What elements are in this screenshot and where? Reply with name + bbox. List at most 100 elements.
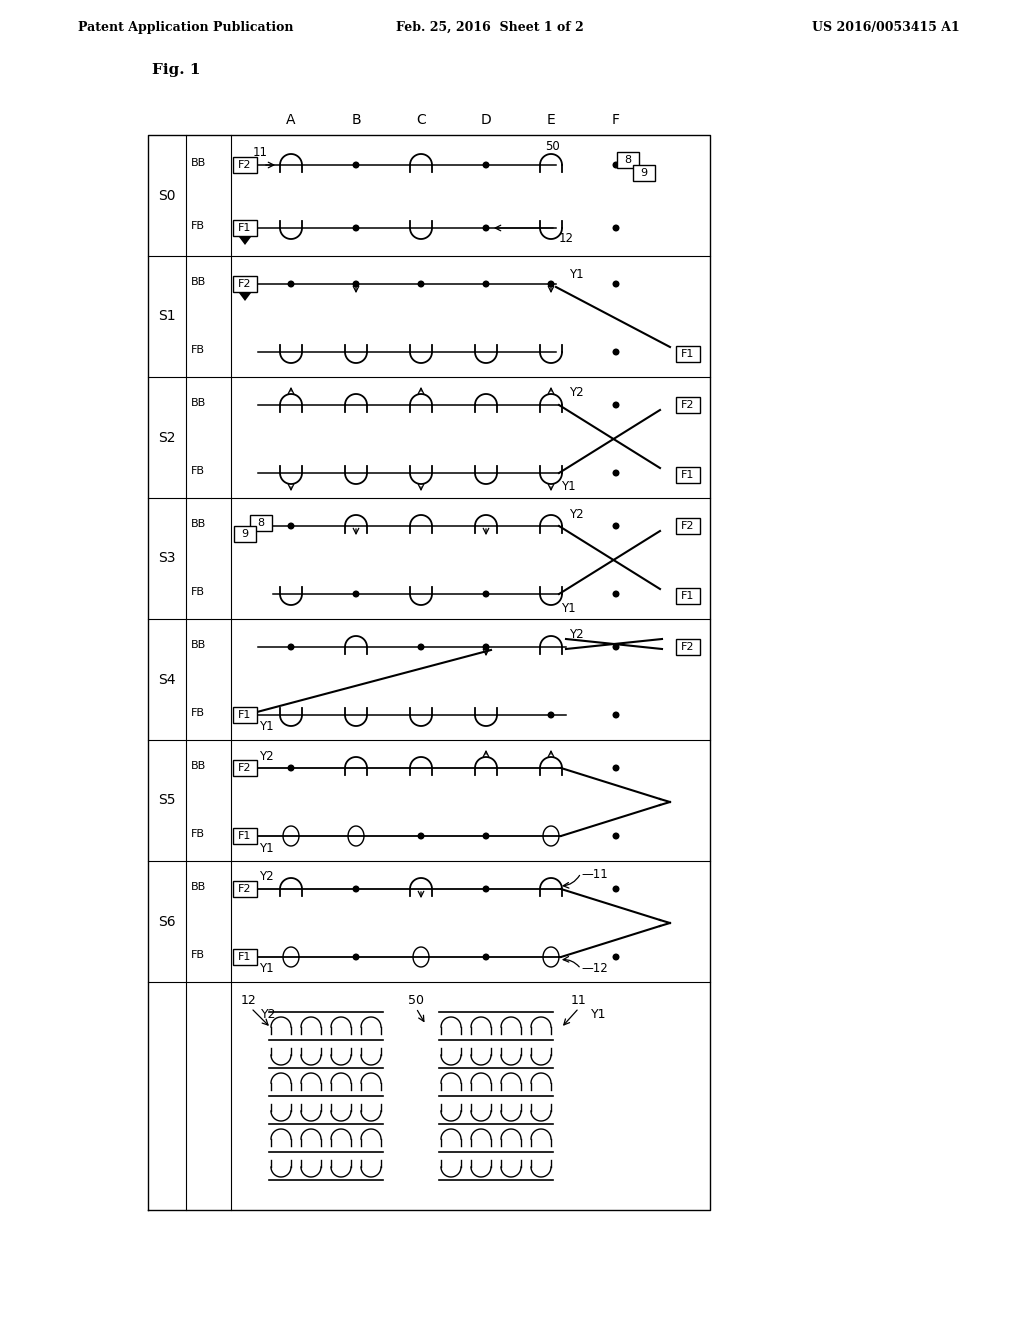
Text: 8: 8 xyxy=(625,154,632,165)
Circle shape xyxy=(418,833,424,838)
Text: Y1: Y1 xyxy=(259,842,273,854)
Text: S0: S0 xyxy=(159,189,176,202)
Text: —12: —12 xyxy=(581,962,608,975)
Text: —11: —11 xyxy=(581,867,608,880)
Text: BB: BB xyxy=(191,640,206,649)
Text: Y2: Y2 xyxy=(569,387,584,400)
Text: Fig. 1: Fig. 1 xyxy=(152,63,201,77)
Circle shape xyxy=(483,591,488,597)
Text: 9: 9 xyxy=(242,529,249,539)
Circle shape xyxy=(288,281,294,286)
Bar xyxy=(233,708,257,723)
Text: F2: F2 xyxy=(681,400,694,411)
Text: Y1: Y1 xyxy=(561,480,575,494)
Text: 9: 9 xyxy=(640,168,647,178)
Text: BB: BB xyxy=(191,158,206,168)
Circle shape xyxy=(353,162,358,168)
Text: S5: S5 xyxy=(159,793,176,808)
Bar xyxy=(676,587,700,605)
Text: 11: 11 xyxy=(253,145,268,158)
Bar xyxy=(617,152,639,168)
Circle shape xyxy=(613,766,618,771)
Text: F2: F2 xyxy=(681,521,694,531)
Text: Feb. 25, 2016  Sheet 1 of 2: Feb. 25, 2016 Sheet 1 of 2 xyxy=(396,21,584,33)
Circle shape xyxy=(483,886,488,892)
Circle shape xyxy=(613,591,618,597)
Text: BB: BB xyxy=(191,519,206,529)
Text: FB: FB xyxy=(191,829,205,840)
Text: FB: FB xyxy=(191,220,205,231)
Circle shape xyxy=(548,281,554,286)
Text: E: E xyxy=(547,114,555,127)
Circle shape xyxy=(613,281,618,286)
Circle shape xyxy=(613,403,618,408)
Text: F2: F2 xyxy=(239,160,252,170)
Text: F2: F2 xyxy=(239,763,252,774)
Circle shape xyxy=(353,954,358,960)
Text: 12: 12 xyxy=(241,994,257,1006)
Bar xyxy=(234,525,256,543)
Bar xyxy=(233,157,257,173)
Circle shape xyxy=(353,886,358,892)
Circle shape xyxy=(613,350,618,355)
Text: F2: F2 xyxy=(239,279,252,289)
Text: Y1: Y1 xyxy=(569,268,584,281)
Circle shape xyxy=(613,886,618,892)
Bar xyxy=(233,220,257,236)
Circle shape xyxy=(613,226,618,231)
Text: FB: FB xyxy=(191,587,205,597)
Circle shape xyxy=(353,226,358,231)
Text: S3: S3 xyxy=(159,552,176,565)
Text: F1: F1 xyxy=(239,832,252,841)
Text: F1: F1 xyxy=(681,348,694,359)
Text: S1: S1 xyxy=(158,309,176,323)
Text: Y2: Y2 xyxy=(259,750,273,763)
Bar xyxy=(233,760,257,776)
Text: F2: F2 xyxy=(239,884,252,894)
Text: D: D xyxy=(480,114,492,127)
Text: C: C xyxy=(416,114,426,127)
Bar xyxy=(676,639,700,655)
Text: Y2: Y2 xyxy=(259,870,273,883)
Polygon shape xyxy=(239,238,251,246)
Text: A: A xyxy=(287,114,296,127)
Text: F: F xyxy=(612,114,620,127)
Circle shape xyxy=(288,766,294,771)
Text: Y1: Y1 xyxy=(561,602,575,615)
Text: F1: F1 xyxy=(239,952,252,962)
Text: BB: BB xyxy=(191,399,206,408)
Text: 8: 8 xyxy=(257,517,264,528)
Bar xyxy=(676,346,700,362)
Text: F1: F1 xyxy=(681,591,694,601)
Circle shape xyxy=(483,281,488,286)
Text: BB: BB xyxy=(191,277,206,286)
Text: 50: 50 xyxy=(408,994,424,1006)
Text: F1: F1 xyxy=(239,710,252,719)
Text: FB: FB xyxy=(191,466,205,477)
Bar xyxy=(250,515,272,531)
Text: B: B xyxy=(351,114,360,127)
Circle shape xyxy=(483,954,488,960)
Text: Y1: Y1 xyxy=(259,721,273,734)
Bar xyxy=(676,467,700,483)
Bar xyxy=(633,165,655,181)
Circle shape xyxy=(613,162,618,168)
Text: 11: 11 xyxy=(571,994,587,1006)
Text: 12: 12 xyxy=(559,231,574,244)
Circle shape xyxy=(288,523,294,529)
Text: Y2: Y2 xyxy=(569,507,584,520)
Bar xyxy=(676,397,700,413)
Text: S4: S4 xyxy=(159,672,176,686)
Text: F2: F2 xyxy=(681,642,694,652)
Text: BB: BB xyxy=(191,882,206,892)
Bar xyxy=(233,880,257,898)
Text: Y2: Y2 xyxy=(261,1008,276,1022)
Circle shape xyxy=(483,644,488,649)
Text: S2: S2 xyxy=(159,430,176,445)
Text: Y2: Y2 xyxy=(569,628,584,642)
Circle shape xyxy=(548,713,554,718)
Circle shape xyxy=(418,644,424,649)
Bar xyxy=(233,276,257,292)
Text: FB: FB xyxy=(191,950,205,960)
Circle shape xyxy=(613,954,618,960)
